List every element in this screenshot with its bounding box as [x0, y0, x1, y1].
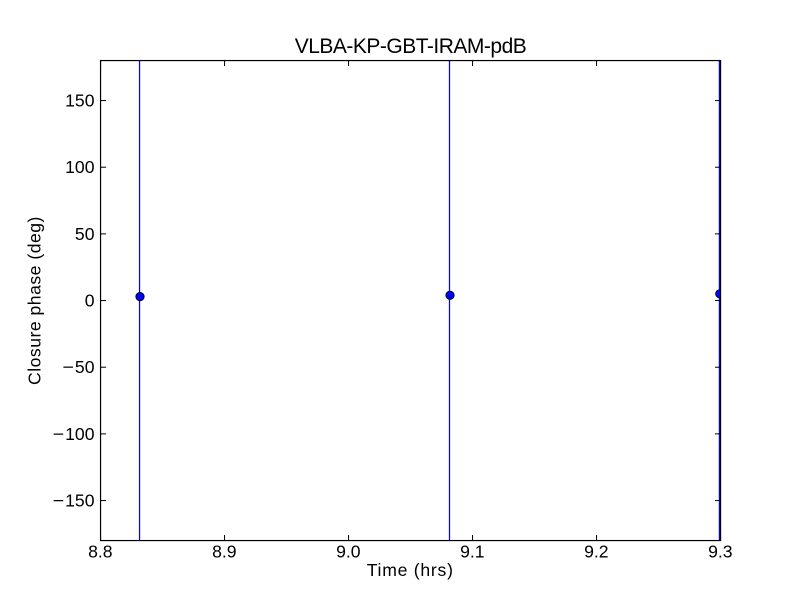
svg-text:150: 150 [65, 91, 95, 111]
svg-text:8.9: 8.9 [212, 542, 236, 562]
svg-text:−50: −50 [62, 357, 94, 377]
svg-text:9.3: 9.3 [708, 542, 733, 562]
svg-text:0: 0 [85, 291, 95, 311]
svg-text:−100: −100 [53, 424, 95, 444]
svg-text:100: 100 [65, 157, 95, 177]
svg-text:8.8: 8.8 [88, 542, 113, 562]
svg-text:50: 50 [75, 224, 95, 244]
svg-text:Time (hrs): Time (hrs) [367, 560, 454, 580]
svg-text:9.1: 9.1 [460, 542, 484, 562]
svg-text:−150: −150 [53, 491, 95, 511]
svg-text:VLBA-KP-GBT-IRAM-pdB: VLBA-KP-GBT-IRAM-pdB [295, 35, 527, 58]
svg-text:9.2: 9.2 [584, 542, 608, 562]
svg-text:9.0: 9.0 [336, 542, 361, 562]
svg-text:Closure phase (deg): Closure phase (deg) [24, 216, 44, 385]
